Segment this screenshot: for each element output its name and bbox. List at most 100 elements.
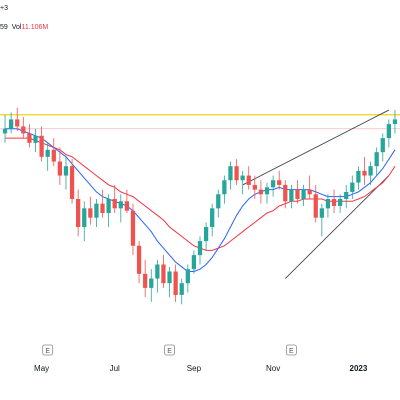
candle <box>21 117 26 139</box>
candle <box>185 264 190 293</box>
candle-body <box>167 271 172 284</box>
candle <box>33 128 38 153</box>
candle <box>63 156 69 190</box>
candle-body <box>136 245 142 274</box>
candle-body <box>57 161 63 176</box>
candle <box>27 124 32 148</box>
candle-body <box>149 278 154 288</box>
candle <box>270 175 276 197</box>
candle <box>362 156 367 185</box>
candle-body <box>319 208 324 218</box>
candle-body <box>331 198 337 206</box>
candle-body <box>277 180 282 185</box>
candle <box>94 198 99 228</box>
candle <box>216 189 221 218</box>
candle <box>15 107 20 132</box>
candle <box>173 264 178 302</box>
candle-body <box>252 184 257 190</box>
x-axis-tick-label: Sep <box>187 364 202 373</box>
candle <box>149 269 154 302</box>
candle-body <box>210 208 215 228</box>
candle <box>319 203 324 237</box>
candle <box>210 203 215 237</box>
candle <box>337 194 343 213</box>
candle-body <box>173 271 178 295</box>
candle-body <box>155 264 160 279</box>
candle-body <box>106 198 111 213</box>
candle <box>344 184 349 209</box>
earnings-marker-symbol: E <box>167 348 172 355</box>
earnings-marker: E <box>164 344 175 356</box>
candle-body <box>203 227 209 242</box>
candle-body <box>216 194 221 209</box>
candle-body <box>380 138 385 153</box>
candle-body <box>21 126 26 134</box>
candle <box>39 126 44 162</box>
candle <box>191 250 197 274</box>
candle <box>130 203 136 256</box>
candle-body <box>161 264 166 284</box>
candle-body <box>88 208 93 218</box>
candle <box>118 194 123 223</box>
candle <box>100 189 105 218</box>
candle-body <box>185 269 190 284</box>
candle-body <box>270 180 276 188</box>
candle-body <box>9 119 14 129</box>
candle-body <box>283 184 288 202</box>
candle <box>307 175 312 199</box>
candle-body <box>289 189 294 202</box>
candle <box>167 266 172 298</box>
candle-body <box>307 189 312 195</box>
candle-body <box>45 149 50 157</box>
candle <box>57 147 63 185</box>
candle-body <box>350 182 355 192</box>
candle <box>295 180 300 204</box>
candle-body <box>258 189 264 195</box>
legend-top: +3 <box>0 4 8 13</box>
legend-volume-label: Vol <box>11 24 22 31</box>
candle <box>161 255 166 288</box>
candle <box>277 170 282 190</box>
candle-body <box>246 175 251 185</box>
candle-body <box>124 201 130 211</box>
candle <box>252 175 257 199</box>
candle-body <box>356 170 361 183</box>
moving-average-fast-line <box>5 128 396 272</box>
candle-body <box>313 194 318 218</box>
legend-ohlc-fragment: 59 <box>0 24 8 31</box>
candle <box>356 166 361 190</box>
candle-body <box>234 166 239 181</box>
candle <box>203 222 209 251</box>
candle <box>2 114 8 143</box>
legend-change: +3 <box>0 5 8 12</box>
candle <box>76 189 81 237</box>
candle-body <box>100 203 105 213</box>
candle-body <box>2 128 8 134</box>
candle <box>246 166 251 190</box>
candle <box>9 112 14 134</box>
candle <box>313 184 318 223</box>
candle-body <box>264 187 270 195</box>
candle <box>88 196 93 225</box>
earnings-marker-box <box>285 344 297 356</box>
candle-body <box>222 180 227 195</box>
candle-body <box>69 166 75 199</box>
candle <box>179 278 184 305</box>
candle <box>350 175 355 199</box>
candle-body <box>76 198 81 228</box>
candle-body <box>374 152 379 167</box>
candle <box>368 161 373 185</box>
candle-body <box>295 189 300 199</box>
candle-body <box>15 119 20 127</box>
earnings-marker-symbol: E <box>45 348 50 355</box>
x-axis-tick-label: 2023 <box>350 364 368 373</box>
candle-body <box>179 283 184 295</box>
channel-lower-line <box>284 175 390 279</box>
candle <box>386 119 391 148</box>
candle <box>380 133 385 162</box>
x-axis-tick-label: Nov <box>266 364 280 373</box>
candle <box>264 182 270 204</box>
candle-body <box>118 201 123 209</box>
candle-body <box>386 124 391 139</box>
